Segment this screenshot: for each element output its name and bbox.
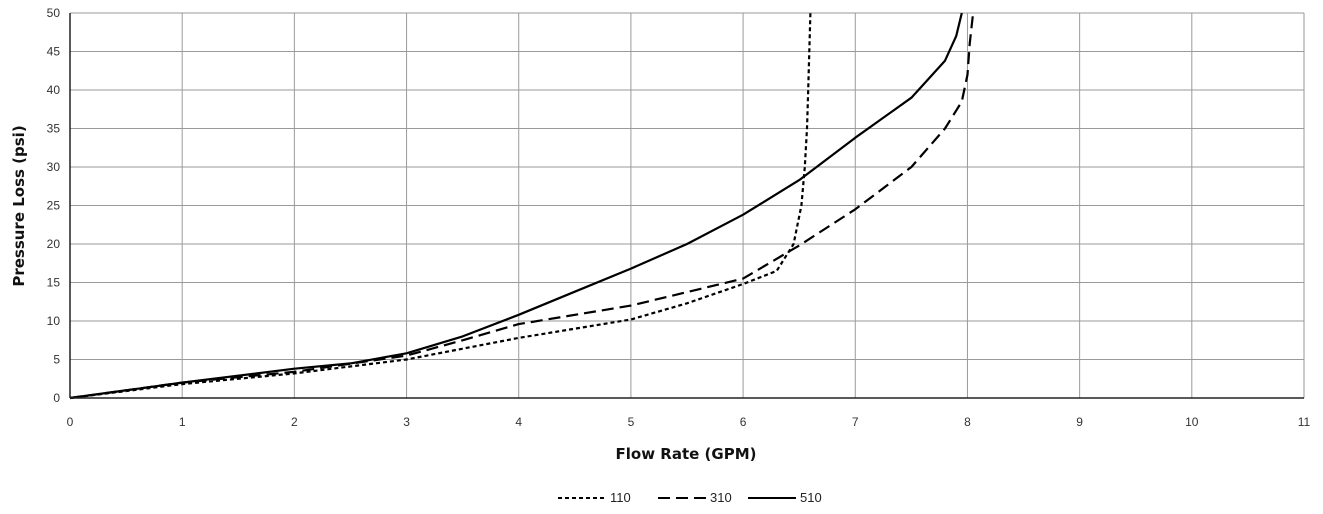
y-tick-label: 10 — [47, 314, 61, 328]
y-tick-label: 50 — [47, 6, 61, 20]
y-axis-title: Pressure Loss (psi) — [10, 125, 28, 286]
legend-label: 310 — [710, 490, 732, 505]
y-tick-label: 5 — [53, 353, 60, 367]
legend-item-310: 310 — [658, 490, 732, 505]
legend: 110 310 510 — [558, 490, 822, 505]
series-line-510 — [69, 12, 963, 400]
y-tick-label: 30 — [47, 160, 61, 174]
y-tick-label: 15 — [47, 276, 61, 290]
x-tick-label: 10 — [1185, 415, 1199, 429]
legend-label: 110 — [610, 490, 631, 505]
series-line-110 — [69, 12, 812, 400]
y-tick-label: 20 — [47, 237, 61, 251]
legend-item-110: 110 — [558, 490, 631, 505]
y-tick-label: 25 — [47, 199, 61, 213]
y-tick-label: 0 — [53, 391, 60, 405]
y-tick-label: 45 — [47, 45, 61, 59]
y-tick-label: 35 — [47, 122, 61, 136]
x-tick-label: 11 — [1298, 415, 1311, 429]
x-tick-label: 4 — [515, 415, 522, 429]
x-tick-label: 3 — [403, 415, 410, 429]
x-tick-label: 5 — [628, 415, 635, 429]
series-line-310 — [69, 12, 975, 400]
y-tick-label: 40 — [47, 83, 61, 97]
legend-item-510: 510 — [748, 490, 822, 505]
x-tick-label: 2 — [291, 415, 298, 429]
x-tick-label: 1 — [179, 415, 186, 429]
axes — [69, 13, 1304, 399]
x-tick-label: 9 — [1076, 415, 1083, 429]
x-axis-title: Flow Rate (GPM) — [616, 445, 757, 463]
x-tick-label: 0 — [67, 415, 74, 429]
legend-label: 510 — [800, 490, 822, 505]
series-lines — [69, 12, 975, 400]
x-tick-label: 8 — [964, 415, 971, 429]
grid — [69, 12, 1305, 399]
x-tick-label: 6 — [740, 415, 747, 429]
x-tick-label: 7 — [852, 415, 859, 429]
